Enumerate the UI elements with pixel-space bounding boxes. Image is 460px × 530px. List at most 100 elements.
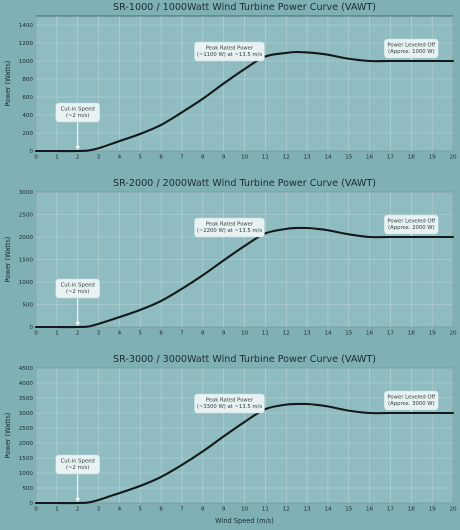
y-tick-label: 800 bbox=[22, 77, 33, 83]
annotation-text: Cut-in Speed bbox=[61, 107, 95, 113]
x-tick-label: 5 bbox=[138, 155, 142, 161]
annotation-text: Power Leveled Off bbox=[387, 219, 435, 225]
x-tick-label: 11 bbox=[262, 155, 270, 161]
x-tick-label: 18 bbox=[408, 155, 416, 161]
x-tick-label: 4 bbox=[118, 507, 122, 513]
x-tick-label: 15 bbox=[345, 155, 353, 161]
annotation-text: Peak Rated Power bbox=[206, 398, 254, 404]
x-axis-label: Wind Speed (m/s) bbox=[215, 517, 274, 525]
y-tick-label: 0 bbox=[29, 149, 33, 155]
annotation-text: (Approx. 2000 W) bbox=[388, 225, 435, 231]
x-tick-label: 10 bbox=[241, 507, 249, 513]
annotation-text: (Approx. 1000 W) bbox=[388, 49, 435, 55]
x-tick-label: 12 bbox=[283, 507, 290, 513]
x-tick-label: 17 bbox=[387, 507, 395, 513]
chart-3: SR-3000 / 3000Watt Wind Turbine Power Cu… bbox=[4, 354, 457, 525]
annotation-text: (~2 m/s) bbox=[66, 289, 89, 295]
annotation: Power Leveled Off(Approx. 3000 W) bbox=[384, 390, 439, 412]
y-tick-label: 1500 bbox=[19, 456, 34, 462]
x-tick-label: 13 bbox=[303, 155, 311, 161]
x-tick-label: 7 bbox=[180, 331, 184, 337]
y-tick-label: 1000 bbox=[19, 471, 34, 477]
y-tick-label: 200 bbox=[22, 131, 33, 137]
annotation: Cut-in Speed(~2 m/s) bbox=[55, 278, 100, 326]
annotation: Cut-in Speed(~2 m/s) bbox=[55, 102, 100, 150]
x-tick-label: 16 bbox=[366, 331, 374, 337]
x-tick-label: 8 bbox=[201, 331, 205, 337]
x-tick-label: 18 bbox=[408, 331, 416, 337]
x-tick-label: 13 bbox=[303, 507, 311, 513]
x-tick-label: 0 bbox=[34, 507, 38, 513]
x-tick-label: 2 bbox=[76, 155, 80, 161]
x-tick-label: 4 bbox=[118, 331, 122, 337]
x-tick-label: 3 bbox=[97, 507, 101, 513]
x-tick-label: 0 bbox=[34, 331, 38, 337]
x-tick-label: 16 bbox=[366, 507, 374, 513]
y-tick-label: 400 bbox=[22, 113, 33, 119]
x-tick-label: 18 bbox=[408, 507, 416, 513]
x-tick-label: 6 bbox=[159, 507, 163, 513]
annotation-arrowhead bbox=[75, 146, 80, 150]
chart-2: SR-2000 / 2000Watt Wind Turbine Power Cu… bbox=[4, 178, 457, 337]
y-tick-label: 500 bbox=[22, 486, 33, 492]
y-axis-label: Power (Watts) bbox=[4, 61, 12, 107]
annotation-arrowhead bbox=[75, 498, 80, 502]
y-tick-label: 2000 bbox=[19, 441, 34, 447]
y-tick-label: 1500 bbox=[19, 258, 34, 264]
chart-1: SR-1000 / 1000Watt Wind Turbine Power Cu… bbox=[4, 2, 457, 161]
x-tick-label: 9 bbox=[222, 331, 226, 337]
y-tick-label: 2500 bbox=[19, 213, 34, 219]
x-tick-label: 9 bbox=[222, 155, 226, 161]
annotation: Peak Rated Power(~2200 W) at ~13.5 m/s bbox=[194, 217, 265, 238]
x-tick-label: 19 bbox=[429, 331, 437, 337]
annotation-text: Power Leveled Off bbox=[387, 43, 435, 49]
y-tick-label: 1400 bbox=[19, 23, 34, 29]
x-tick-label: 13 bbox=[303, 331, 311, 337]
annotation: Power Leveled Off(Approx. 2000 W) bbox=[384, 214, 439, 236]
y-tick-label: 500 bbox=[22, 303, 33, 309]
annotation-box bbox=[384, 214, 439, 235]
x-tick-label: 5 bbox=[138, 331, 142, 337]
x-tick-label: 2 bbox=[76, 507, 80, 513]
annotation: Peak Rated Power(~1100 W) at ~13.5 m/s bbox=[194, 41, 265, 62]
y-axis-label: Power (Watts) bbox=[4, 237, 12, 283]
x-tick-label: 14 bbox=[324, 331, 332, 337]
x-tick-label: 1 bbox=[55, 331, 59, 337]
x-tick-label: 12 bbox=[283, 155, 290, 161]
x-tick-label: 4 bbox=[118, 155, 122, 161]
power-curve-line bbox=[34, 226, 455, 329]
x-tick-label: 11 bbox=[262, 331, 270, 337]
annotation-text: Cut-in Speed bbox=[61, 283, 95, 289]
annotation-box bbox=[384, 390, 439, 411]
y-tick-label: 1000 bbox=[19, 59, 34, 65]
x-tick-label: 1 bbox=[55, 155, 59, 161]
annotation-box bbox=[55, 454, 100, 475]
y-tick-label: 0 bbox=[29, 501, 33, 507]
x-tick-label: 2 bbox=[76, 331, 80, 337]
y-tick-label: 3000 bbox=[19, 190, 34, 196]
x-tick-label: 15 bbox=[345, 507, 353, 513]
x-tick-label: 6 bbox=[159, 331, 163, 337]
x-tick-label: 14 bbox=[324, 155, 332, 161]
x-tick-label: 7 bbox=[180, 155, 184, 161]
x-tick-label: 10 bbox=[241, 155, 249, 161]
x-tick-label: 3 bbox=[97, 331, 101, 337]
x-tick-label: 8 bbox=[201, 507, 205, 513]
y-tick-label: 600 bbox=[22, 95, 33, 101]
y-tick-label: 1000 bbox=[19, 280, 34, 286]
x-tick-label: 10 bbox=[241, 331, 249, 337]
x-tick-label: 20 bbox=[449, 155, 457, 161]
chart-title: SR-1000 / 1000Watt Wind Turbine Power Cu… bbox=[113, 2, 376, 13]
annotation-text: Peak Rated Power bbox=[206, 222, 254, 228]
annotation-text: (~2 m/s) bbox=[66, 465, 89, 471]
x-tick-label: 20 bbox=[449, 507, 457, 513]
power-curve-line bbox=[34, 402, 455, 505]
annotation-text: Peak Rated Power bbox=[206, 46, 254, 52]
x-tick-label: 6 bbox=[159, 155, 163, 161]
annotation-text: (Approx. 3000 W) bbox=[388, 401, 435, 407]
annotation-box bbox=[384, 38, 439, 59]
annotation-text: (~1100 W) at ~13.5 m/s bbox=[197, 52, 263, 58]
x-tick-label: 9 bbox=[222, 507, 226, 513]
x-tick-label: 5 bbox=[138, 507, 142, 513]
annotation-arrowhead bbox=[75, 322, 80, 326]
